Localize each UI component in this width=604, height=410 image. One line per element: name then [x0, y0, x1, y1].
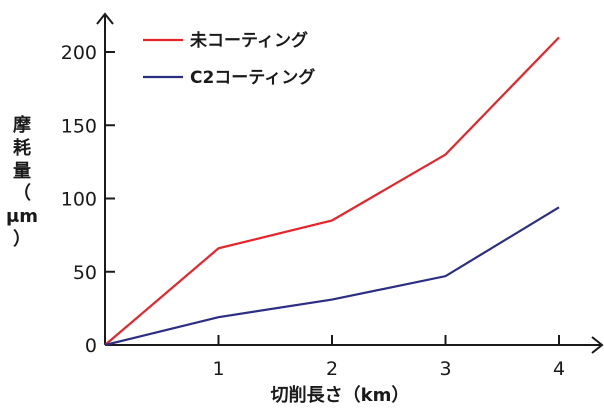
y-axis-title-char: ） [13, 229, 31, 250]
y-tick-label: 100 [61, 189, 97, 211]
x-tick-label: 3 [439, 358, 451, 380]
y-axis-arrow [96, 12, 114, 25]
series-lines [104, 36, 560, 347]
y-tick-label: 0 [85, 335, 97, 357]
series-line-1 [104, 206, 560, 347]
y-axis-title-char: μm [6, 206, 38, 227]
series-line-0 [104, 36, 560, 346]
x-tick-label: 1 [212, 358, 224, 380]
y-tick-label: 200 [61, 42, 97, 64]
ticks: 0 50 100 150 200 1 2 3 4 [61, 42, 565, 380]
axes [96, 12, 604, 354]
axis-titles: 切削長さ（km） 摩耗量（μm） [6, 114, 409, 406]
legend-label-0: 未コーティング [189, 30, 308, 51]
x-axis-title: 切削長さ（km） [271, 384, 410, 406]
legend: 未コーティング C2コーティング [143, 30, 315, 88]
y-axis-title-char: 量 [13, 160, 31, 182]
y-axis-title-char: 耗 [13, 137, 31, 159]
y-tick-label: 150 [61, 115, 97, 137]
x-tick-label: 4 [553, 358, 565, 380]
legend-label-1: C2コーティング [190, 67, 315, 88]
y-axis-title-char: 摩 [13, 114, 31, 136]
y-tick-label: 50 [73, 262, 97, 284]
y-axis-title-char: （ [13, 183, 31, 204]
x-axis-arrow [591, 336, 604, 354]
x-tick-label: 2 [326, 358, 338, 380]
